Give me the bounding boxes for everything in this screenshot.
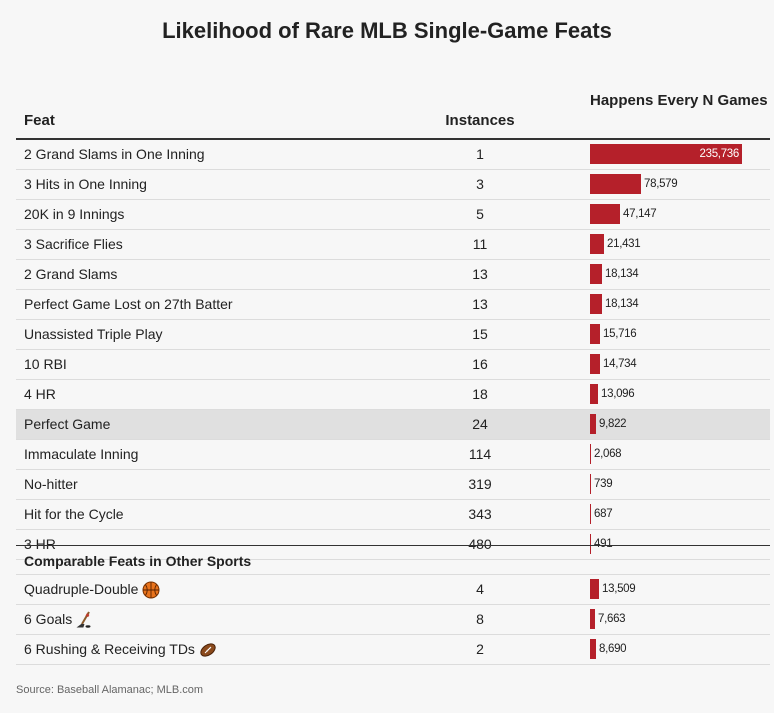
feat-name: 2 Grand Slams — [24, 266, 118, 282]
frequency-label: 14,734 — [603, 358, 637, 370]
feat-name: Perfect Game Lost on 27th Batter — [24, 296, 233, 312]
other-sports-table: Quadruple-Double 4 13,509 6 Goals 8 7,663 6 Ru… — [16, 575, 770, 665]
frequency-bar — [590, 474, 591, 494]
instances-value: 343 — [468, 506, 492, 522]
subheading-label: Comparable Feats in Other Sports — [24, 553, 252, 569]
frequency-bar — [590, 504, 591, 524]
frequency-label: 8,690 — [599, 643, 627, 655]
hockey-stick-icon — [76, 611, 91, 628]
table-row: 3 Sacrifice Flies 11 21,431 — [16, 230, 770, 260]
table-row: Quadruple-Double 4 13,509 — [16, 575, 770, 605]
frequency-label: 21,431 — [607, 238, 641, 250]
feat-name: Immaculate Inning — [24, 446, 139, 462]
instances-value: 5 — [476, 206, 484, 222]
table-header: Feat Instances Happens Every N Games — [16, 86, 770, 140]
feat-name: 2 Grand Slams in One Inning — [24, 146, 205, 162]
instances-value: 16 — [472, 356, 488, 372]
table-row: No-hitter 319 739 — [16, 470, 770, 500]
instances-value: 18 — [472, 386, 488, 402]
feat-name: 4 HR — [24, 386, 56, 402]
frequency-bar — [590, 234, 604, 254]
frequency-bar — [590, 444, 591, 464]
source-note: Source: Baseball Alamanac; MLB.com — [16, 684, 204, 696]
basketball-icon — [142, 581, 160, 599]
feat-name: 6 Goals — [24, 605, 94, 634]
feat-name: 20K in 9 Innings — [24, 206, 125, 222]
header-every-n-games: Happens Every N Games — [590, 92, 768, 109]
frequency-label: 739 — [594, 478, 613, 490]
header-instances: Instances — [445, 112, 515, 129]
table-row: 6 Rushing & Receiving TDs 2 8,690 — [16, 635, 770, 665]
instances-value: 4 — [476, 581, 484, 597]
instances-value: 24 — [472, 416, 488, 432]
instances-value: 114 — [468, 446, 492, 462]
table-row: 3 Hits in One Inning 3 78,579 — [16, 170, 770, 200]
instances-value: 480 — [468, 536, 492, 552]
frequency-label: 13,096 — [601, 388, 635, 400]
frequency-label: 2,068 — [594, 448, 622, 460]
football-icon — [200, 643, 216, 657]
frequency-bar — [590, 264, 602, 284]
frequency-label: 15,716 — [603, 328, 637, 340]
table-row: 2 Grand Slams in One Inning 1 235,736 — [16, 140, 770, 170]
frequency-bar — [590, 534, 591, 554]
table-row: Immaculate Inning 114 2,068 — [16, 440, 770, 470]
frequency-bar — [590, 294, 602, 314]
mlb-feats-table: 2 Grand Slams in One Inning 1 235,736 3 Hit… — [16, 140, 770, 560]
instances-value: 11 — [472, 236, 488, 252]
instances-value: 13 — [472, 266, 488, 282]
frequency-bar — [590, 639, 596, 659]
frequency-bar — [590, 174, 641, 194]
frequency-bar — [590, 384, 598, 404]
frequency-bar — [590, 324, 600, 344]
table-row: Unassisted Triple Play 15 15,716 — [16, 320, 770, 350]
table-row: Hit for the Cycle 343 687 — [16, 500, 770, 530]
feat-name: 3 Hits in One Inning — [24, 176, 147, 192]
frequency-label: 78,579 — [644, 178, 678, 190]
frequency-bar — [590, 609, 595, 629]
frequency-label: 687 — [594, 508, 613, 520]
feat-name: No-hitter — [24, 476, 78, 492]
feat-name: Unassisted Triple Play — [24, 326, 163, 342]
frequency-bar — [590, 144, 742, 164]
subheading-other-sports: Comparable Feats in Other Sports — [16, 545, 770, 575]
table-row: 4 HR 18 13,096 — [16, 380, 770, 410]
feat-name: 3 HR — [24, 536, 56, 552]
table-row: 10 RBI 16 14,734 — [16, 350, 770, 380]
table-row: Perfect Game Lost on 27th Batter 13 18,134 — [16, 290, 770, 320]
feat-name: Quadruple-Double — [24, 575, 160, 604]
frequency-label: 13,509 — [602, 583, 636, 595]
feat-name: Perfect Game — [24, 416, 111, 432]
frequency-bar — [590, 579, 599, 599]
instances-value: 1 — [476, 146, 484, 162]
table-row: 20K in 9 Innings 5 47,147 — [16, 200, 770, 230]
frequency-bar — [590, 414, 596, 434]
header-feat: Feat — [24, 112, 55, 129]
feat-name: 10 RBI — [24, 356, 67, 372]
table-row: 2 Grand Slams 13 18,134 — [16, 260, 770, 290]
frequency-label: 18,134 — [605, 268, 639, 280]
table-row: Perfect Game 24 9,822 — [16, 410, 770, 440]
frequency-label: 47,147 — [623, 208, 657, 220]
frequency-label: 491 — [594, 538, 613, 550]
instances-value: 13 — [472, 296, 488, 312]
feat-name: 6 Rushing & Receiving TDs — [24, 635, 217, 664]
frequency-bar — [590, 354, 600, 374]
frequency-label: 9,822 — [599, 418, 627, 430]
frequency-label: 18,134 — [605, 298, 639, 310]
instances-value: 2 — [476, 641, 484, 657]
frequency-bar — [590, 204, 620, 224]
chart-title: Likelihood of Rare MLB Single-Game Feats — [162, 18, 612, 43]
instances-value: 15 — [472, 326, 488, 342]
frequency-label: 235,736 — [699, 148, 740, 160]
table-row: 6 Goals 8 7,663 — [16, 605, 770, 635]
frequency-label: 7,663 — [598, 613, 626, 625]
instances-value: 319 — [468, 476, 492, 492]
instances-value: 8 — [476, 611, 484, 627]
feat-name: Hit for the Cycle — [24, 506, 124, 522]
feat-name: 3 Sacrifice Flies — [24, 236, 123, 252]
instances-value: 3 — [476, 176, 484, 192]
